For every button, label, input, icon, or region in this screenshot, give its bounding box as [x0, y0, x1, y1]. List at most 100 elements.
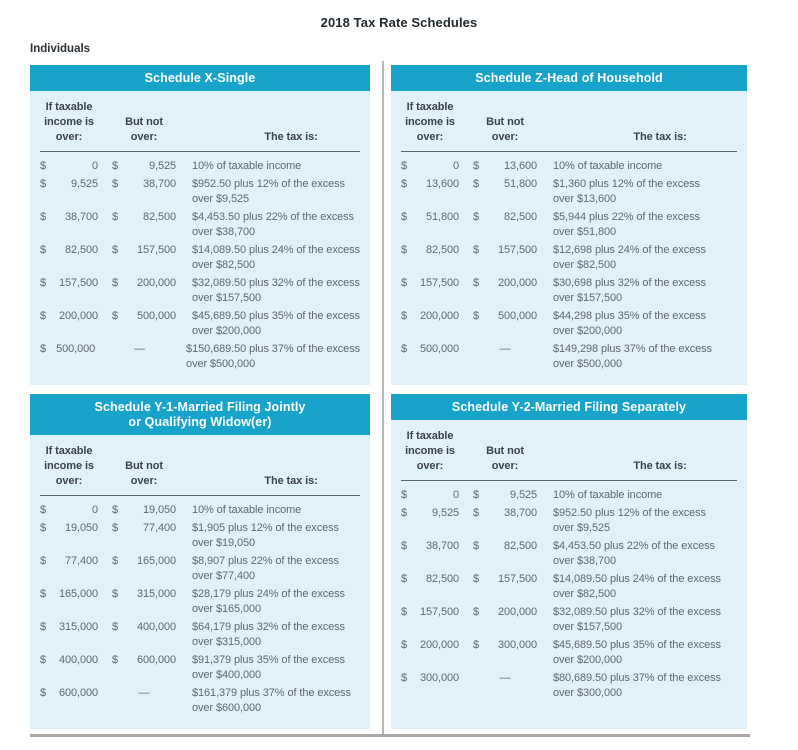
tax-is-cell: $44,298 plus 35% of the excess over $200,… — [537, 309, 737, 339]
column-headers: If taxable income is over: But not over:… — [401, 98, 737, 145]
dollar-sign: $ — [473, 606, 480, 618]
but-not-over-cell: $300,000 — [473, 638, 537, 668]
but-not-over-cell: $77,400 — [112, 521, 176, 551]
tax-is-cell: $149,298 plus 37% of the excess over $500… — [537, 342, 737, 372]
schedule-title-line: Schedule X-Single — [144, 70, 256, 85]
income-over-amount: 82,500 — [425, 244, 459, 256]
dollar-sign: $ — [473, 211, 480, 223]
header-rule — [401, 480, 737, 481]
income-over-amount: 300,000 — [419, 672, 459, 684]
income-over-amount: 38,700 — [425, 540, 459, 552]
income-over-amount: 600,000 — [58, 687, 98, 699]
bracket-row: $ 0 $13,600 10% of taxable income — [401, 159, 737, 174]
but-not-over-cell: $38,700 — [473, 506, 537, 536]
but-not-over-amount: 157,500 — [497, 573, 537, 585]
header-rule — [40, 495, 360, 496]
but-not-over-cell: $157,500 — [473, 572, 537, 602]
tax-formula-line: over $500,000 — [186, 358, 256, 370]
but-not-over-cell: $9,525 — [112, 159, 176, 174]
but-not-over-amount: 500,000 — [136, 310, 176, 322]
tax-formula-line: over $19,050 — [192, 537, 256, 549]
income-over-cell: $ 0 — [401, 488, 459, 503]
tax-formula-line: over $200,000 — [553, 325, 623, 337]
header-rule — [40, 151, 360, 152]
bracket-row: $ 165,000 $315,000 $28,179 plus 24% of t… — [40, 587, 360, 617]
income-over-amount: 82,500 — [425, 573, 459, 585]
but-not-over-amount: — — [499, 343, 511, 355]
dollar-sign: $ — [40, 621, 47, 633]
dollar-sign: $ — [40, 654, 47, 666]
schedule-header-bar: Schedule Y-1-Married Filing Jointly or Qu… — [30, 394, 370, 435]
col-header-income-over: If taxable income is over: — [44, 101, 94, 143]
income-over-cell: $ 315,000 — [40, 620, 98, 650]
but-not-over-cell: $500,000 — [112, 309, 176, 339]
quadrant-top-left: Schedule X-Single If taxable income is o… — [30, 61, 384, 390]
but-not-over-cell: $200,000 — [473, 276, 537, 306]
tax-formula-line: $44,298 plus 35% of the excess — [553, 310, 706, 322]
but-not-over-amount: 82,500 — [142, 211, 176, 223]
bracket-row: $ 82,500 $157,500 $14,089.50 plus 24% of… — [401, 572, 737, 602]
tax-formula-line: over $200,000 — [192, 325, 262, 337]
dollar-sign: $ — [473, 639, 480, 651]
income-over-amount: 51,800 — [425, 211, 459, 223]
tax-is-cell: $952.50 plus 12% of the excess over $9,52… — [537, 506, 737, 536]
income-over-cell: $ 38,700 — [401, 539, 459, 569]
but-not-over-amount: — — [134, 343, 146, 355]
tax-formula-line: $45,689.50 plus 35% of the excess — [192, 310, 360, 322]
tax-is-cell: $32,089.50 plus 32% of the excess over $1… — [537, 605, 737, 635]
bracket-row: $ 19,050 $77,400 $1,905 plus 12% of the … — [40, 521, 360, 551]
col-header-tax-is: The tax is: — [633, 131, 687, 143]
tax-formula-line: $64,179 plus 32% of the excess — [192, 621, 345, 633]
bracket-row: $ 9,525 $38,700 $952.50 plus 12% of the … — [40, 177, 360, 207]
tax-formula-line: over $157,500 — [553, 292, 623, 304]
schedule-body: If taxable income is over: But not over:… — [391, 420, 747, 729]
income-over-amount: 0 — [452, 160, 459, 172]
income-over-cell: $ 9,525 — [401, 506, 459, 536]
schedule-title-line: Schedule Y-2-Married Filing Separately — [451, 399, 687, 414]
tax-formula-line: over $200,000 — [553, 654, 623, 666]
bracket-row: $ 315,000 $400,000 $64,179 plus 32% of t… — [40, 620, 360, 650]
dollar-sign: $ — [40, 504, 47, 516]
tax-formula-line: over $38,700 — [553, 555, 617, 567]
bracket-rows: $ 0 $13,600 10% of taxable income $ 13,6… — [401, 152, 737, 372]
tax-formula-line: over $13,600 — [553, 193, 617, 205]
schedule-panel: Schedule X-Single If taxable income is o… — [30, 65, 370, 385]
dollar-sign: $ — [40, 277, 47, 289]
but-not-over-amount: 77,400 — [142, 522, 176, 534]
tax-is-cell: $5,944 plus 22% of the excess over $51,80… — [537, 210, 737, 240]
but-not-over-amount: 38,700 — [142, 178, 176, 190]
tax-formula-line: over $82,500 — [553, 588, 617, 600]
tax-formula-line: $161,379 plus 37% of the excess — [192, 687, 351, 699]
quadrant-bottom-left: Schedule Y-1-Married Filing Jointly or Qu… — [30, 390, 384, 734]
dollar-sign: $ — [401, 277, 408, 289]
tax-formula-line: over $51,800 — [553, 226, 617, 238]
dollar-sign: $ — [112, 504, 119, 516]
dollar-sign: $ — [401, 573, 408, 585]
schedule-title-line: Schedule Z-Head of Household — [475, 70, 663, 85]
but-not-over-amount: 9,525 — [148, 160, 176, 172]
dollar-sign: $ — [401, 211, 408, 223]
but-not-over-cell: — — [473, 342, 537, 372]
bracket-row: $ 0 $9,525 10% of taxable income — [40, 159, 360, 174]
but-not-over-cell: $19,050 — [112, 503, 176, 518]
income-over-cell: $ 600,000 — [40, 686, 98, 716]
but-not-over-cell: $200,000 — [473, 605, 537, 635]
col-header-but-not-over: But not over: — [486, 445, 524, 472]
schedule-header-bar: Schedule Y-2-Married Filing Separately — [391, 394, 747, 420]
tax-formula-line: $14,089.50 plus 24% of the excess — [553, 573, 721, 585]
income-over-cell: $ 38,700 — [40, 210, 98, 240]
schedule-panel: Schedule Y-1-Married Filing Jointly or Qu… — [30, 394, 370, 729]
tax-is-cell: 10% of taxable income — [537, 159, 737, 174]
tax-formula-line: 10% of taxable income — [192, 504, 302, 516]
tax-formula-line: over $600,000 — [192, 702, 262, 714]
income-over-cell: $ 157,500 — [40, 276, 98, 306]
schedule-body: If taxable income is over: But not over:… — [391, 91, 747, 385]
tax-is-cell: $14,089.50 plus 24% of the excess over $8… — [176, 243, 360, 273]
bracket-row: $ 51,800 $82,500 $5,944 plus 22% of the … — [401, 210, 737, 240]
tax-formula-line: $28,179 plus 24% of the excess — [192, 588, 345, 600]
but-not-over-amount: 157,500 — [136, 244, 176, 256]
col-header-income-over: If taxable income is over: — [405, 430, 455, 472]
tax-formula-line: $80,689.50 plus 37% of the excess — [553, 672, 721, 684]
tax-is-cell: $80,689.50 plus 37% of the excess over $3… — [537, 671, 737, 701]
tax-formula-line: $32,089.50 plus 32% of the excess — [553, 606, 721, 618]
